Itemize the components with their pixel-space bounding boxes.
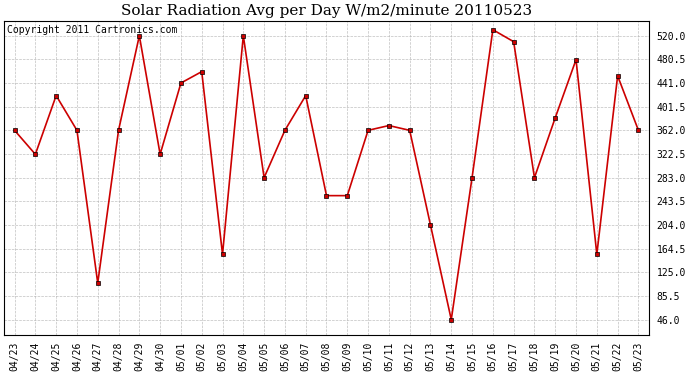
Text: Copyright 2011 Cartronics.com: Copyright 2011 Cartronics.com: [8, 26, 178, 36]
Title: Solar Radiation Avg per Day W/m2/minute 20110523: Solar Radiation Avg per Day W/m2/minute …: [121, 4, 532, 18]
